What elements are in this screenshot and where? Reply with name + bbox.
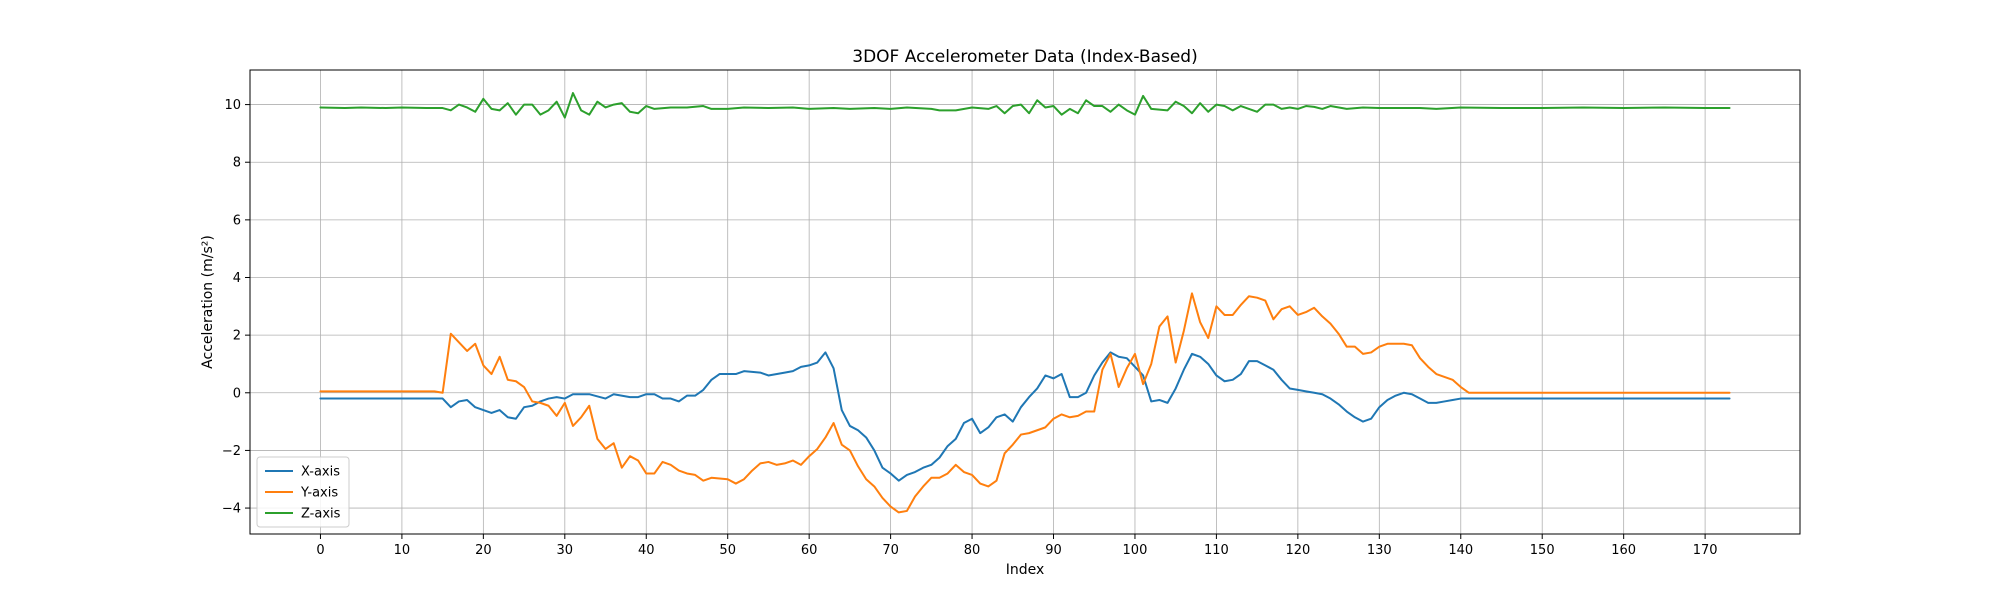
series-line-x-axis xyxy=(319,351,1731,482)
x-tick-label: 30 xyxy=(557,543,574,558)
legend-label: Y-axis xyxy=(300,486,338,501)
series-line-z-axis xyxy=(319,92,1731,119)
x-tick-label: 160 xyxy=(1611,543,1636,558)
x-tick-label: 170 xyxy=(1693,543,1718,558)
y-tick-label: 10 xyxy=(224,98,241,113)
chart-title: 3DOF Accelerometer Data (Index-Based) xyxy=(852,47,1197,67)
y-axis: −4 −2 0 2 4 6 8 10 xyxy=(222,98,250,517)
y-axis-label: Acceleration (m/s²) xyxy=(200,235,216,369)
x-tick-label: 20 xyxy=(475,543,492,558)
x-tick-label: 130 xyxy=(1367,543,1392,558)
x-tick-label: 150 xyxy=(1530,543,1555,558)
x-axis-label: Index xyxy=(1006,562,1045,578)
y-tick-label: −4 xyxy=(222,502,241,517)
x-tick-label: 0 xyxy=(316,543,324,558)
x-tick-label: 50 xyxy=(719,543,736,558)
legend-label: X-axis xyxy=(301,465,340,480)
grid xyxy=(250,70,1800,534)
y-tick-label: 2 xyxy=(233,329,241,344)
x-tick-label: 40 xyxy=(638,543,655,558)
x-tick-label: 140 xyxy=(1448,543,1473,558)
plot-frame xyxy=(249,69,1801,535)
x-tick-label: 110 xyxy=(1204,543,1229,558)
series-line-y-axis xyxy=(319,292,1731,514)
x-tick-label: 60 xyxy=(801,543,818,558)
legend-box xyxy=(256,456,350,528)
y-tick-label: 0 xyxy=(233,386,241,401)
x-tick-label: 100 xyxy=(1123,543,1148,558)
x-tick-label: 10 xyxy=(394,543,411,558)
series-layer xyxy=(319,92,1731,514)
y-tick-label: −2 xyxy=(222,444,241,459)
legend-label: Z-axis xyxy=(301,507,341,522)
legend: X-axis Y-axis Z-axis xyxy=(256,456,350,528)
x-tick-label: 80 xyxy=(964,543,981,558)
x-tick-label: 120 xyxy=(1285,543,1310,558)
x-tick-label: 90 xyxy=(1045,543,1062,558)
x-tick-label: 70 xyxy=(882,543,899,558)
y-tick-label: 4 xyxy=(233,271,241,286)
y-tick-label: 6 xyxy=(233,213,241,228)
y-tick-label: 8 xyxy=(233,156,241,171)
x-axis: 0 10 20 30 40 50 60 70 80 90 100 110 120 130 140 150 160… xyxy=(316,534,1718,558)
